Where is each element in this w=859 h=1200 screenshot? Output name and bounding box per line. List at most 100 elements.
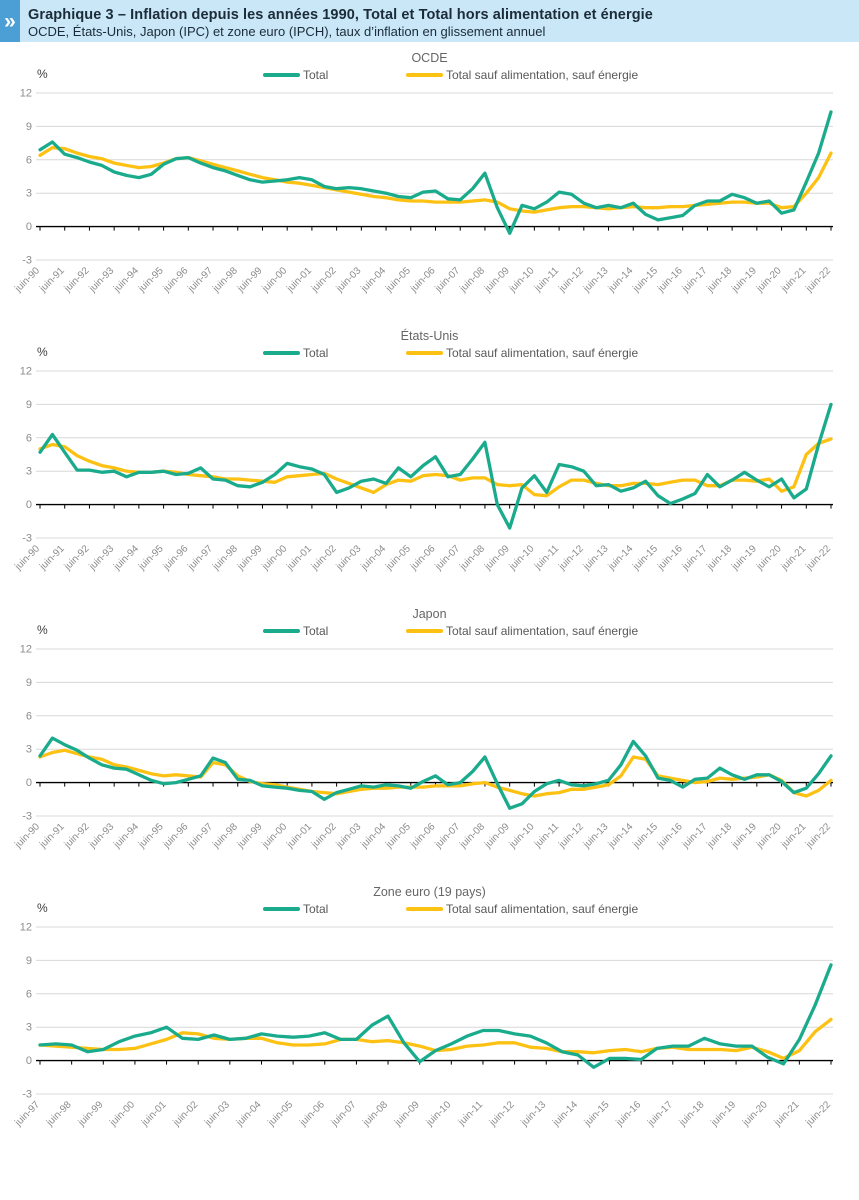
- x-tick-label: juin-06: [408, 543, 438, 573]
- x-tick-label: juin-93: [87, 821, 117, 851]
- x-tick-label: juin-02: [309, 265, 339, 295]
- x-tick-label: juin-08: [457, 543, 487, 573]
- x-tick-label: juin-20: [740, 1099, 770, 1129]
- x-tick-label: juin-02: [309, 821, 339, 851]
- legend-label-core: Total sauf alimentation, sauf énergie: [446, 68, 639, 82]
- x-tick-label: juin-95: [136, 821, 166, 851]
- chart-canvas-ocde: 129630-3juin-90juin-91juin-92juin-93juin…: [12, 88, 833, 296]
- series-total-line: [38, 402, 833, 530]
- x-tick-label: juin-99: [76, 1099, 106, 1129]
- chart-canvas-etats-unis: 129630-3juin-90juin-91juin-92juin-93juin…: [12, 366, 833, 574]
- x-tick-label: juin-02: [309, 543, 339, 573]
- legend-label-core: Total sauf alimentation, sauf énergie: [446, 902, 639, 916]
- x-tick-label: juin-06: [297, 1099, 327, 1129]
- series-total-line: [38, 736, 833, 810]
- x-tick-label: juin-17: [680, 543, 710, 573]
- x-tick-label: juin-14: [550, 1099, 580, 1129]
- x-tick-label: juin-07: [329, 1099, 359, 1129]
- y-tick-label: 0: [26, 221, 32, 233]
- series-total-line: [38, 963, 833, 1069]
- x-tick-label: juin-00: [107, 1099, 137, 1129]
- x-tick-label: juin-18: [705, 265, 735, 295]
- x-tick-label: juin-14: [606, 265, 636, 295]
- x-tick-label: juin-20: [754, 543, 784, 573]
- x-tick-label: juin-10: [507, 543, 537, 573]
- x-tick-label: juin-06: [408, 821, 438, 851]
- x-tick-label: juin-05: [266, 1099, 296, 1129]
- x-tick-label: juin-03: [334, 543, 364, 573]
- x-tick-label: juin-21: [779, 265, 809, 295]
- chart-title-etats-unis: États-Unis: [400, 329, 459, 343]
- x-tick-label: juin-06: [408, 265, 438, 295]
- y-tick-label: 3: [26, 188, 32, 200]
- x-tick-label: juin-11: [456, 1099, 485, 1128]
- x-tick-label: juin-94: [111, 821, 141, 851]
- x-tick-label: juin-12: [487, 1099, 517, 1129]
- x-tick-label: juin-11: [532, 821, 561, 850]
- x-tick-label: juin-00: [260, 821, 290, 851]
- legend-swatch-core-icon: [406, 351, 443, 355]
- chart-panel-japon: Japon % Total Total sauf alimentation, s…: [0, 606, 859, 871]
- x-tick-label: juin-02: [171, 1099, 201, 1129]
- x-tick-label: juin-04: [359, 821, 389, 851]
- x-tick-label: juin-21: [779, 543, 809, 573]
- x-tick-label: juin-15: [630, 265, 660, 295]
- y-axis-unit-label: %: [37, 623, 48, 637]
- y-tick-label: 3: [26, 1022, 32, 1034]
- figure-title: Graphique 3 – Inflation depuis les année…: [28, 6, 653, 23]
- legend-label-total: Total: [303, 902, 329, 916]
- x-tick-label: juin-05: [383, 821, 413, 851]
- x-tick-label: juin-22: [803, 821, 833, 851]
- legend-label-total: Total: [303, 624, 329, 638]
- chart-panel-ocde: OCDE % Total Total sauf alimentation, sa…: [0, 50, 859, 315]
- x-tick-label: juin-04: [359, 265, 389, 295]
- y-tick-label: 0: [26, 499, 32, 511]
- x-tick-label: juin-91: [37, 543, 67, 573]
- y-tick-label: 12: [20, 88, 32, 100]
- x-tick-label: juin-13: [581, 821, 611, 851]
- x-tick-label: juin-12: [556, 543, 586, 573]
- legend-label-total: Total: [303, 68, 329, 82]
- x-tick-label: juin-14: [606, 821, 636, 851]
- y-tick-label: 3: [26, 744, 32, 756]
- x-tick-label: juin-98: [210, 265, 240, 295]
- y-tick-label: 9: [26, 399, 32, 411]
- y-tick-label: 12: [20, 366, 32, 378]
- oecd-chevron-logo: »: [0, 0, 20, 42]
- x-tick-label: juin-98: [210, 821, 240, 851]
- legend-label-core: Total sauf alimentation, sauf énergie: [446, 624, 639, 638]
- x-tick-label: juin-00: [260, 543, 290, 573]
- x-tick-label: juin-18: [677, 1099, 707, 1129]
- x-tick-label: juin-11: [532, 265, 561, 294]
- x-tick-label: juin-01: [284, 265, 314, 295]
- x-tick-label: juin-12: [556, 821, 586, 851]
- x-tick-label: juin-90: [12, 821, 42, 851]
- x-tick-label: juin-14: [606, 543, 636, 573]
- x-tick-label: juin-98: [210, 543, 240, 573]
- x-tick-label: juin-97: [12, 1099, 42, 1129]
- y-axis-unit-label: %: [37, 67, 48, 81]
- x-tick-label: juin-94: [111, 265, 141, 295]
- x-tick-label: juin-09: [392, 1099, 422, 1129]
- legend-item-total: Total: [263, 346, 328, 360]
- x-tick-label: juin-91: [37, 265, 67, 295]
- x-tick-label: juin-11: [532, 543, 561, 572]
- x-tick-label: juin-92: [62, 821, 92, 851]
- x-tick-label: juin-10: [507, 821, 537, 851]
- x-tick-label: juin-18: [705, 543, 735, 573]
- chart-meta-row: % Total Total sauf alimentation, sauf én…: [0, 623, 859, 639]
- y-axis-unit-label: %: [37, 345, 48, 359]
- x-tick-label: juin-10: [507, 265, 537, 295]
- x-tick-label: juin-19: [709, 1099, 739, 1129]
- legend-item-total: Total: [263, 68, 328, 82]
- x-tick-label: juin-04: [234, 1099, 264, 1129]
- legend-label-total: Total: [303, 346, 329, 360]
- y-tick-label: 6: [26, 710, 32, 722]
- chart-panel-zone-euro: Zone euro (19 pays) % Total Total sauf a…: [0, 884, 859, 1149]
- x-tick-label: juin-22: [803, 543, 833, 573]
- report-header: » Graphique 3 – Inflation depuis les ann…: [0, 0, 859, 42]
- x-tick-label: juin-97: [185, 821, 215, 851]
- legend-item-core: Total sauf alimentation, sauf énergie: [406, 346, 638, 360]
- x-tick-label: juin-90: [12, 543, 42, 573]
- y-tick-label: 12: [20, 922, 32, 934]
